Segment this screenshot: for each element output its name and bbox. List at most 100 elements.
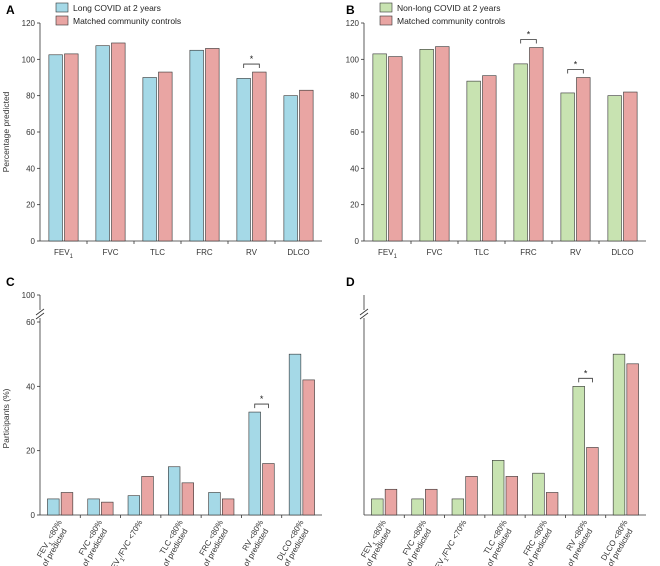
y-tick-label: 60: [350, 128, 359, 137]
axis-break-mark: [35, 312, 45, 320]
bar-a-s0-1: [95, 45, 110, 242]
significance-star: *: [584, 368, 588, 378]
bar-a-s1-0: [64, 53, 79, 242]
y-tick-label: 20: [26, 447, 35, 456]
bar-b-s0-0: [372, 53, 387, 242]
x-tick-label: RV: [570, 248, 582, 257]
bar-c-s0-0: [47, 498, 60, 516]
bar-c-s1-3: [181, 482, 194, 516]
bar-a-s0-0: [48, 54, 63, 242]
y-axis-title: Participants (%): [1, 388, 11, 448]
x-tick-label: TLC: [150, 248, 165, 257]
panel-label: A: [6, 3, 15, 17]
bar-c-s1-1: [101, 501, 114, 516]
y-tick-label: 100: [22, 291, 36, 300]
significance-bracket: [578, 377, 593, 383]
x-tick-label: FEV1/FVC <70%: [107, 519, 147, 566]
y-tick-label: 120: [22, 19, 36, 28]
bar-d-s0-5: [572, 386, 585, 516]
bar-b-s1-2: [482, 75, 497, 242]
x-tick-label: FEV1: [54, 248, 74, 260]
bar-d-s0-4: [532, 472, 545, 516]
y-tick-label: 20: [350, 201, 359, 210]
y-tick-label: 60: [26, 318, 35, 327]
y-tick-label: 80: [350, 92, 359, 101]
bar-a-s1-1: [111, 42, 126, 242]
x-tick-label: FEV1/FVC <70%: [431, 519, 471, 566]
y-tick-label: 100: [346, 55, 360, 64]
bar-b-s1-5: [623, 91, 638, 242]
x-tick-label: FRC: [196, 248, 213, 257]
bar-a-s1-4: [252, 71, 267, 242]
bar-d-s1-2: [465, 476, 478, 516]
bar-d-s1-3: [505, 476, 518, 516]
y-tick-label: 0: [31, 511, 36, 520]
x-tick-label: FRC: [520, 248, 537, 257]
bar-d-s1-0: [384, 488, 398, 516]
bar-c-s0-2: [127, 495, 141, 516]
bar-c-s1-2: [141, 476, 154, 516]
legend-label: Matched community controls: [73, 16, 181, 26]
y-tick-label: 0: [31, 237, 36, 246]
y-tick-label: 40: [26, 382, 35, 391]
y-tick-label: 0: [355, 237, 360, 246]
bar-d-s1-1: [425, 488, 438, 516]
panel-a: A 0 20 40 60 80 100 120 Percentage predicted FEV1…: [1, 2, 322, 260]
x-tick-label: FVC: [427, 248, 443, 257]
bar-a-s1-3: [205, 48, 220, 242]
x-tick-label: RV: [246, 248, 258, 257]
legend-swatch: [55, 15, 69, 26]
panel-b: B 0 20 40 60 80 100 120 FEV1 FVC TLC FRC RV DLCO * * Non…: [346, 2, 646, 260]
bar-b-s0-3: [513, 63, 528, 242]
panel-label: B: [346, 3, 355, 17]
legend-swatch: [379, 15, 393, 26]
bar-b-s0-1: [419, 49, 434, 242]
bar-c-s1-6: [302, 379, 315, 516]
x-tick-label: DLCO: [611, 248, 633, 257]
y-tick-label: 20: [26, 201, 35, 210]
bar-a-s0-2: [142, 77, 157, 242]
bar-b-s1-0: [388, 56, 403, 242]
y-tick-label: 80: [26, 92, 35, 101]
bar-c-s0-4: [208, 492, 221, 516]
bar-d-s1-5: [586, 447, 599, 516]
panel-label: D: [346, 275, 355, 289]
significance-star: *: [260, 394, 264, 404]
bar-d-s1-4: [545, 492, 559, 516]
y-tick-label: 40: [350, 164, 359, 173]
x-tick-label: DLCO: [287, 248, 309, 257]
bar-a-s1-2: [158, 71, 173, 242]
significance-bracket: [243, 63, 260, 69]
x-tick-label: FEV1: [378, 248, 398, 260]
bar-c-s0-5: [248, 411, 261, 516]
bar-b-s1-3: [529, 47, 544, 242]
axis-break-mark: [359, 308, 369, 316]
y-tick-label: 60: [26, 128, 35, 137]
bar-d-s0-2: [451, 498, 465, 516]
significance-star: *: [250, 54, 254, 64]
significance-star: *: [527, 30, 531, 40]
y-tick-label: 40: [26, 164, 35, 173]
bar-c-s0-6: [288, 353, 302, 516]
y-tick-label: 120: [346, 19, 360, 28]
bar-b-s0-4: [560, 92, 575, 242]
bar-b-s1-4: [576, 77, 591, 242]
bar-d-s0-0: [371, 498, 384, 516]
bar-d-s1-6: [626, 363, 639, 516]
bar-d-s0-1: [411, 498, 424, 516]
x-tick-label: FVC: [103, 248, 119, 257]
legend-label: Non-long COVID at 2 years: [397, 3, 500, 13]
bar-c-s0-3: [168, 466, 181, 516]
significance-bracket: [520, 39, 537, 44]
y-axis-title: Percentage predicted: [1, 91, 11, 172]
bar-a-s0-5: [283, 95, 298, 242]
legend-label: Long COVID at 2 years: [73, 3, 161, 13]
bar-c-s1-4: [221, 498, 235, 516]
bar-a-s0-3: [189, 49, 204, 242]
bar-a-s1-5: [299, 89, 314, 242]
y-tick-label: 100: [22, 55, 36, 64]
bar-a-s0-4: [236, 78, 251, 242]
